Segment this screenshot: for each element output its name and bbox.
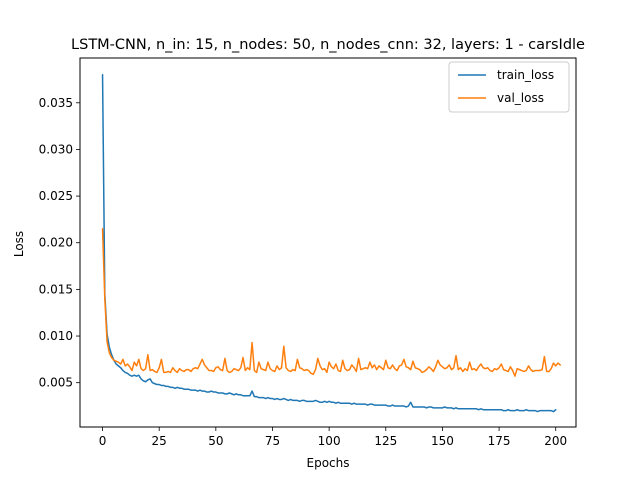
plot-area: 0 25 50 75 100 125 150 175 200 0.0050.0100.0150.… [39,57,577,448]
x-tick-label: 0 [99,434,107,448]
legend-label-train-loss: train_loss [497,68,554,82]
x-tick-label: 125 [374,434,397,448]
y-axis-label: Loss [12,231,26,257]
legend: train_loss val_loss [448,61,570,113]
series-layer [101,74,561,413]
y-tick-label: 0.015 [39,282,73,296]
x-tick-label: 100 [318,434,341,448]
x-tick-label: 50 [208,434,223,448]
legend-label-val-loss: val_loss [497,91,544,105]
y-tick-label: 0.030 [39,142,73,156]
series-line-train-loss [101,74,557,413]
y-tick-label: 0.025 [39,189,73,203]
x-axis-label: Epochs [307,456,350,470]
x-tick-label: 175 [488,434,511,448]
series-line-val-loss [101,227,561,377]
x-tick-label: 200 [544,434,567,448]
x-tick-label: 150 [431,434,454,448]
y-tick-label: 0.035 [39,96,73,110]
y-tick-label: 0.005 [39,376,73,390]
x-tick-label: 25 [152,434,167,448]
x-tick-label: 75 [265,434,280,448]
y-axis: 0.005 0.010 0.015 0.020 0.025 0.030 0.035 [39,96,80,390]
chart-title: LSTM-CNN, n_in: 15, n_nodes: 50, n_nodes… [71,37,585,53]
x-axis: 0 25 50 75 100 125 150 175 200 [99,427,567,448]
y-tick-label: 0.010 [39,329,73,343]
y-tick-label: 0.020 [39,236,73,250]
